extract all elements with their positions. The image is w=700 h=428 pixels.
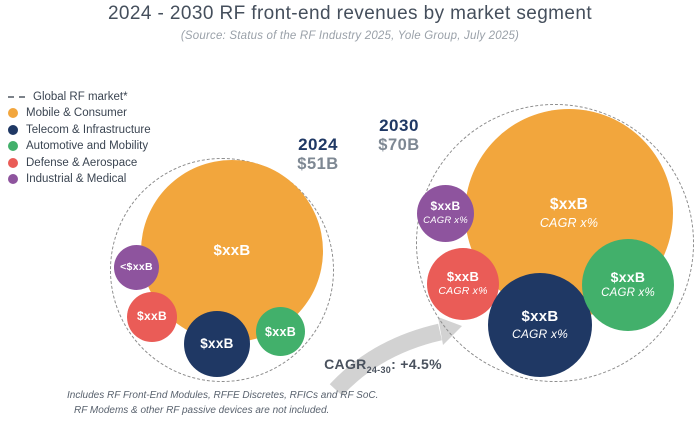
bubble-value: $xxB <box>264 324 297 339</box>
bubble-2030-industrial-medical: $xxB CAGR x% <box>417 185 474 242</box>
bubble-value: $xxB <box>430 199 461 214</box>
bubble-value: $xxB <box>213 241 251 259</box>
bubble-value: $xxB <box>521 307 559 325</box>
bubble-2024-defense-aerospace: $xxB <box>127 292 177 342</box>
legend-label: Global RF market* <box>33 90 128 103</box>
chart-subtitle: (Source: Status of the RF Industry 2025,… <box>180 30 520 42</box>
legend-label: Automotive and Mobility <box>26 140 149 152</box>
footnote-line-2: RF Modems & other RF passive devices are… <box>74 405 330 416</box>
red-dot-icon <box>8 157 18 168</box>
global-rf-market-outline-2024 <box>110 158 334 382</box>
green-dot-icon <box>8 141 18 151</box>
cagr-value: : +4.5% <box>391 356 442 372</box>
bubble-2024-automotive-mobility: $xxB <box>256 307 305 356</box>
legend-item-mobile-consumer: Mobile & Consumer <box>8 107 151 119</box>
bubble-2024-industrial-medical: <$xxB <box>114 245 159 290</box>
bubble-2030-telecom-infrastructure: $xxB CAGR x% <box>488 273 592 377</box>
bubble-cagr: CAGR x% <box>438 285 488 298</box>
bubble-value: <$xxB <box>120 260 153 273</box>
legend-label: Telecom & Infrastructure <box>26 123 151 136</box>
year-2030: 2030 <box>379 116 419 135</box>
legend-label: Industrial & Medical <box>26 173 127 185</box>
bubble-value: $xxB <box>610 268 646 285</box>
global-rf-market-outline-2030 <box>416 104 694 382</box>
legend-item-industrial-medical: Industrial & Medical <box>8 173 151 185</box>
year-label-2030: 2030 $70B <box>367 116 431 154</box>
legend-label: Mobile & Consumer <box>26 107 127 119</box>
navy-dot-icon <box>8 124 18 135</box>
legend-item-global-rf-market: Global RF market* <box>8 90 151 103</box>
orange-dot-icon <box>8 108 18 118</box>
cagr-prefix: CAGR <box>324 356 367 372</box>
footnote: Includes RF Front-End Modules, RFFE Disc… <box>67 388 378 418</box>
bubble-2030-automotive-mobility: $xxB CAGR x% <box>582 239 674 331</box>
dashed-line-swatch <box>8 95 25 98</box>
bubble-2030-defense-aerospace: $xxB CAGR x% <box>427 248 499 320</box>
bubble-value: $xxB <box>549 196 589 214</box>
total-2030: $70B <box>378 135 420 154</box>
year-label-2024: 2024 $51B <box>287 135 349 173</box>
bubble-cagr: CAGR x% <box>601 287 655 300</box>
bubble-2024-telecom-infrastructure: $xxB <box>184 311 250 377</box>
legend: Global RF market* Mobile & Consumer Tele… <box>8 91 151 185</box>
cagr-subscript: 24-30 <box>366 364 392 375</box>
bubble-value: $xxB <box>137 309 167 324</box>
bubble-value: $xxB <box>446 268 480 284</box>
year-2024: 2024 <box>298 135 338 154</box>
bubble-value: $xxB <box>200 336 234 352</box>
cagr-annotation: CAGR24-30: +4.5% <box>318 356 448 375</box>
footnote-line-1: Includes RF Front-End Modules, RFFE Disc… <box>67 390 379 401</box>
legend-item-defense-aerospace: Defense & Aerospace <box>8 156 151 169</box>
bubble-cagr: CAGR x% <box>423 214 468 226</box>
purple-dot-icon <box>8 174 18 184</box>
legend-item-telecom-infrastructure: Telecom & Infrastructure <box>8 123 151 136</box>
legend-label: Defense & Aerospace <box>26 156 138 169</box>
legend-item-automotive-mobility: Automotive and Mobility <box>8 140 151 152</box>
bubble-cagr: CAGR x% <box>511 326 569 341</box>
bubble-cagr: CAGR x% <box>539 215 599 230</box>
total-2024: $51B <box>297 154 339 173</box>
chart-title: 2024 - 2030 RF front-end revenues by mar… <box>107 3 593 24</box>
